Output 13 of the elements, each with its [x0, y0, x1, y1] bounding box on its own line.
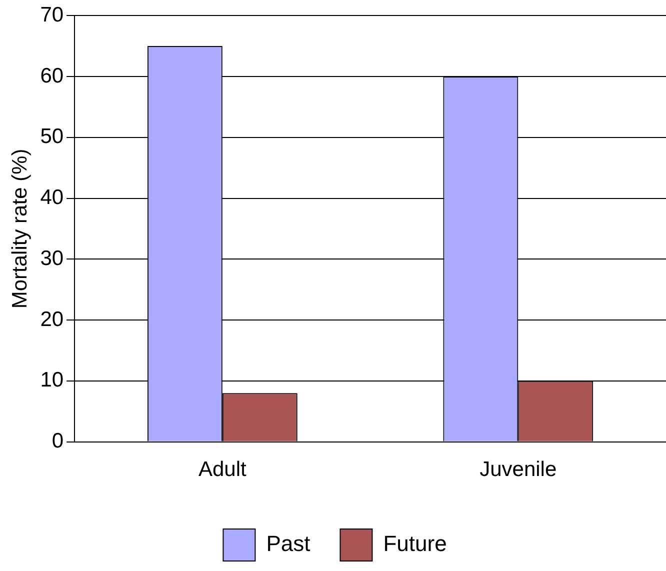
y-tick-label: 10 [40, 368, 64, 392]
legend-label: Future [383, 531, 447, 556]
x-tick-label: Juvenile [480, 458, 557, 482]
y-tick-label: 40 [40, 186, 64, 210]
y-axis-title: Mortality rate (%) [8, 148, 32, 309]
x-tick-label: Adult [198, 458, 247, 482]
y-tick-label: 20 [40, 308, 64, 331]
y-tick-label: 70 [40, 3, 64, 26]
y-tick-label: 30 [40, 246, 64, 270]
y-tick-label: 50 [40, 125, 64, 148]
y-tick-label: 60 [40, 64, 64, 88]
legend-label: Past [266, 531, 310, 556]
y-tick-label: 0 [52, 430, 64, 453]
